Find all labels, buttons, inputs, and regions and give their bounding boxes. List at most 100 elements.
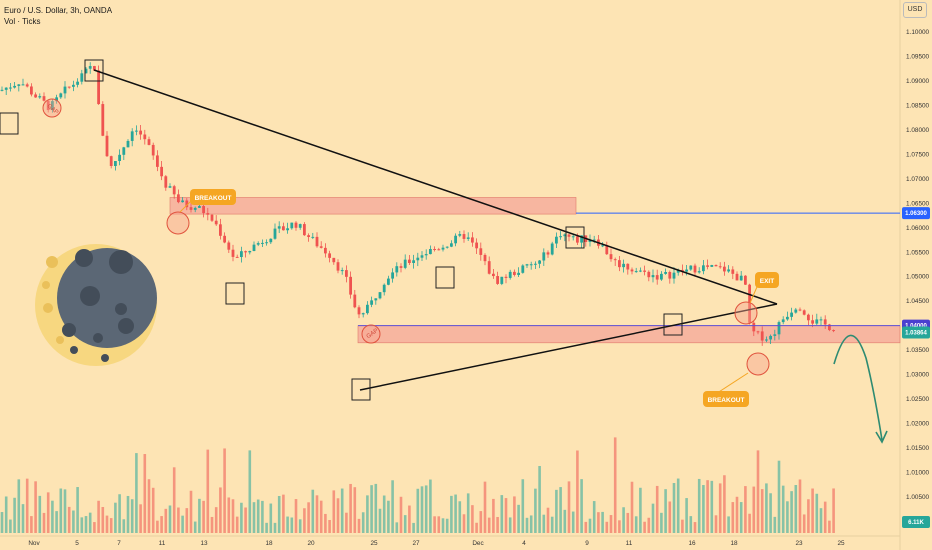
volume-bar [353,487,357,533]
candle-body [500,276,504,284]
candle-body [294,222,298,228]
volume-bar [202,500,205,533]
volume-bar [685,498,688,533]
candle-body [781,319,785,323]
candle-body [475,242,478,249]
volume-bar [290,517,294,533]
candle-body [513,271,516,275]
y-tick-label: 1.08000 [906,127,930,134]
candle-body [794,309,798,313]
volume-bar [235,516,239,533]
volume-bar [508,517,512,533]
candle-body [219,224,222,236]
candle-body [765,339,768,341]
volume-tag: 6.11K [908,520,924,526]
volume-bar [744,486,747,533]
highlight-circle [734,301,758,325]
candle-body [744,275,747,285]
volume-bar [248,450,252,533]
volume-bar [773,516,777,533]
volume-bar [429,479,432,533]
volume-bar [672,482,676,533]
volume-bar [395,522,399,533]
volume-bar [130,499,134,533]
projection-arrow-head [875,430,888,444]
upper-trendline [93,69,778,305]
candle-body [382,284,386,293]
volume-bar [807,499,810,533]
volume-bar [374,483,378,533]
volume-bar [765,483,768,533]
candle-body [815,319,819,324]
breakout-callout-2-label: BREAKOUT [708,397,745,404]
candle-body [492,273,495,277]
candle-body [748,284,751,323]
volume-bar [609,515,613,533]
volume-bar [710,480,714,533]
volume-bar [668,501,672,533]
volume-bar [546,507,550,533]
volume-bar [790,491,793,533]
moon-crater-lit [46,256,58,268]
volume-bar [324,513,327,533]
volume-bar [4,496,8,533]
volume-bar [504,498,508,533]
candle-body [340,270,344,272]
candle-body [311,236,315,238]
volume-bar [55,511,58,533]
volume-bar [567,481,571,533]
candle-body [256,243,260,245]
volume-bar [17,479,21,533]
candle-body [672,272,676,279]
moon-crater [75,249,93,267]
moon-crater-lit [43,303,53,313]
volume-bar [403,515,407,533]
y-tick-label: 1.09500 [906,53,930,60]
candle-body [4,87,8,90]
volume-bar [794,485,798,533]
candle-body [97,70,100,105]
candle-body [303,224,306,236]
volume-bar [437,516,441,533]
candle-body [80,73,84,82]
volume-bar [273,522,277,533]
volume-bar [689,516,693,533]
candle-body [458,234,462,236]
candle-body [307,235,310,237]
candle-body [571,236,575,238]
moon-crater-lit [56,336,64,344]
candle-body [30,86,33,95]
volume-bar [193,521,197,533]
candle-body [508,271,512,278]
candle-body [567,234,571,237]
volume-bar [277,495,281,533]
candle-body [706,265,709,267]
candle-body [529,264,533,266]
volume-bar [500,495,504,533]
volume-bar [101,506,105,533]
x-tick-label: 11 [159,540,166,547]
swing-marker [351,378,371,401]
candle-body [702,265,705,272]
candle-body [634,271,638,273]
volume-bar [328,519,331,533]
price-tag-last: 1.03864 [905,331,927,337]
swing-marker [663,313,683,336]
candle-body [345,270,348,277]
candle-body [336,262,340,271]
moon-crater [109,250,133,274]
currency-button[interactable]: USD [903,2,927,18]
candle-body [84,68,88,74]
moon-crater-lit [42,281,50,289]
volume-bar [0,512,4,533]
volume-bar [513,496,516,533]
volume-bar [109,518,113,533]
volume-bar [424,485,428,533]
volume-bar [84,516,88,533]
candle-body [378,292,382,299]
candle-body [487,261,491,274]
volume-bar [727,516,730,533]
candle-body [823,319,827,325]
candle-body [462,234,466,239]
